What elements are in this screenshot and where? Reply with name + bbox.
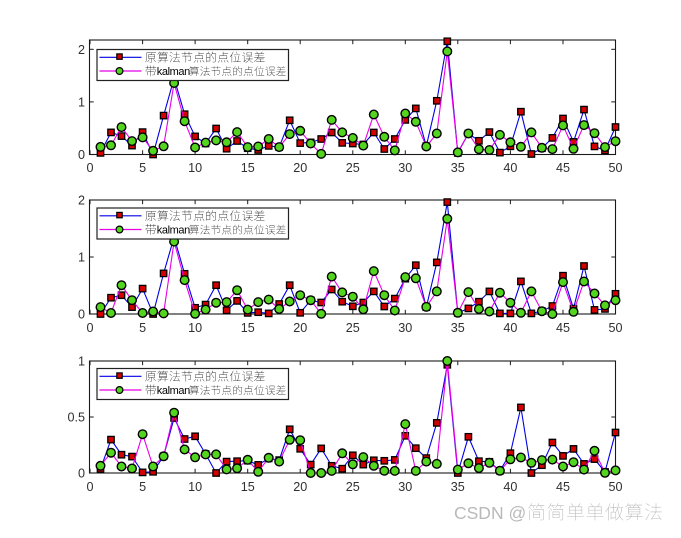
svg-text:15: 15 <box>241 161 255 175</box>
svg-text:10: 10 <box>188 480 202 494</box>
svg-text:50: 50 <box>608 480 622 494</box>
svg-text:50: 50 <box>608 321 622 335</box>
svg-text:35: 35 <box>451 161 465 175</box>
svg-text:5: 5 <box>139 161 146 175</box>
svg-text:20: 20 <box>293 321 307 335</box>
svg-text:20: 20 <box>293 480 307 494</box>
svg-text:15: 15 <box>241 321 255 335</box>
svg-text:0: 0 <box>78 467 85 481</box>
svg-text:1: 1 <box>78 96 85 110</box>
svg-text:5: 5 <box>139 480 146 494</box>
svg-text:0: 0 <box>86 480 93 494</box>
svg-text:20: 20 <box>293 161 307 175</box>
svg-text:45: 45 <box>556 161 570 175</box>
svg-text:2: 2 <box>78 43 85 57</box>
svg-text:CSDN @: CSDN @ <box>454 503 526 523</box>
svg-text:kalman: kalman <box>157 385 190 397</box>
svg-text:1: 1 <box>78 355 85 369</box>
svg-text:30: 30 <box>398 161 412 175</box>
svg-text:40: 40 <box>503 161 517 175</box>
svg-text:35: 35 <box>451 480 465 494</box>
svg-text:0.5: 0.5 <box>67 411 85 425</box>
svg-text:5: 5 <box>139 321 146 335</box>
svg-text:kalman: kalman <box>157 66 190 78</box>
svg-text:15: 15 <box>241 480 255 494</box>
svg-text:0: 0 <box>78 148 85 162</box>
svg-text:0: 0 <box>86 161 93 175</box>
svg-text:25: 25 <box>346 321 360 335</box>
svg-text:40: 40 <box>503 480 517 494</box>
svg-text:50: 50 <box>608 161 622 175</box>
svg-text:25: 25 <box>346 480 360 494</box>
svg-text:45: 45 <box>556 321 570 335</box>
svg-text:40: 40 <box>503 321 517 335</box>
svg-text:10: 10 <box>188 321 202 335</box>
svg-text:1: 1 <box>78 251 85 265</box>
svg-text:2: 2 <box>78 194 85 208</box>
svg-text:25: 25 <box>346 161 360 175</box>
svg-text:30: 30 <box>398 480 412 494</box>
svg-text:10: 10 <box>188 161 202 175</box>
svg-text:30: 30 <box>398 321 412 335</box>
svg-text:0: 0 <box>78 308 85 322</box>
svg-text:kalman: kalman <box>157 225 190 237</box>
svg-text:45: 45 <box>556 480 570 494</box>
svg-text:35: 35 <box>451 321 465 335</box>
svg-text:0: 0 <box>86 321 93 335</box>
